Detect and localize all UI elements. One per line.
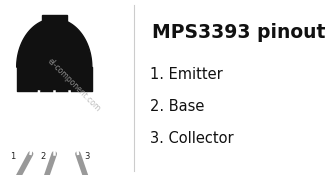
Polygon shape [17,19,92,67]
FancyBboxPatch shape [42,15,67,38]
Text: 1: 1 [10,152,16,161]
Text: 2. Base: 2. Base [150,99,205,114]
Text: 3. Collector: 3. Collector [150,131,234,146]
Text: MPS3393 pinout: MPS3393 pinout [152,23,325,42]
Text: 1. Emitter: 1. Emitter [150,67,223,82]
Text: 2: 2 [40,152,45,161]
Text: el-component.com: el-component.com [45,56,102,113]
Text: 3: 3 [84,152,90,161]
